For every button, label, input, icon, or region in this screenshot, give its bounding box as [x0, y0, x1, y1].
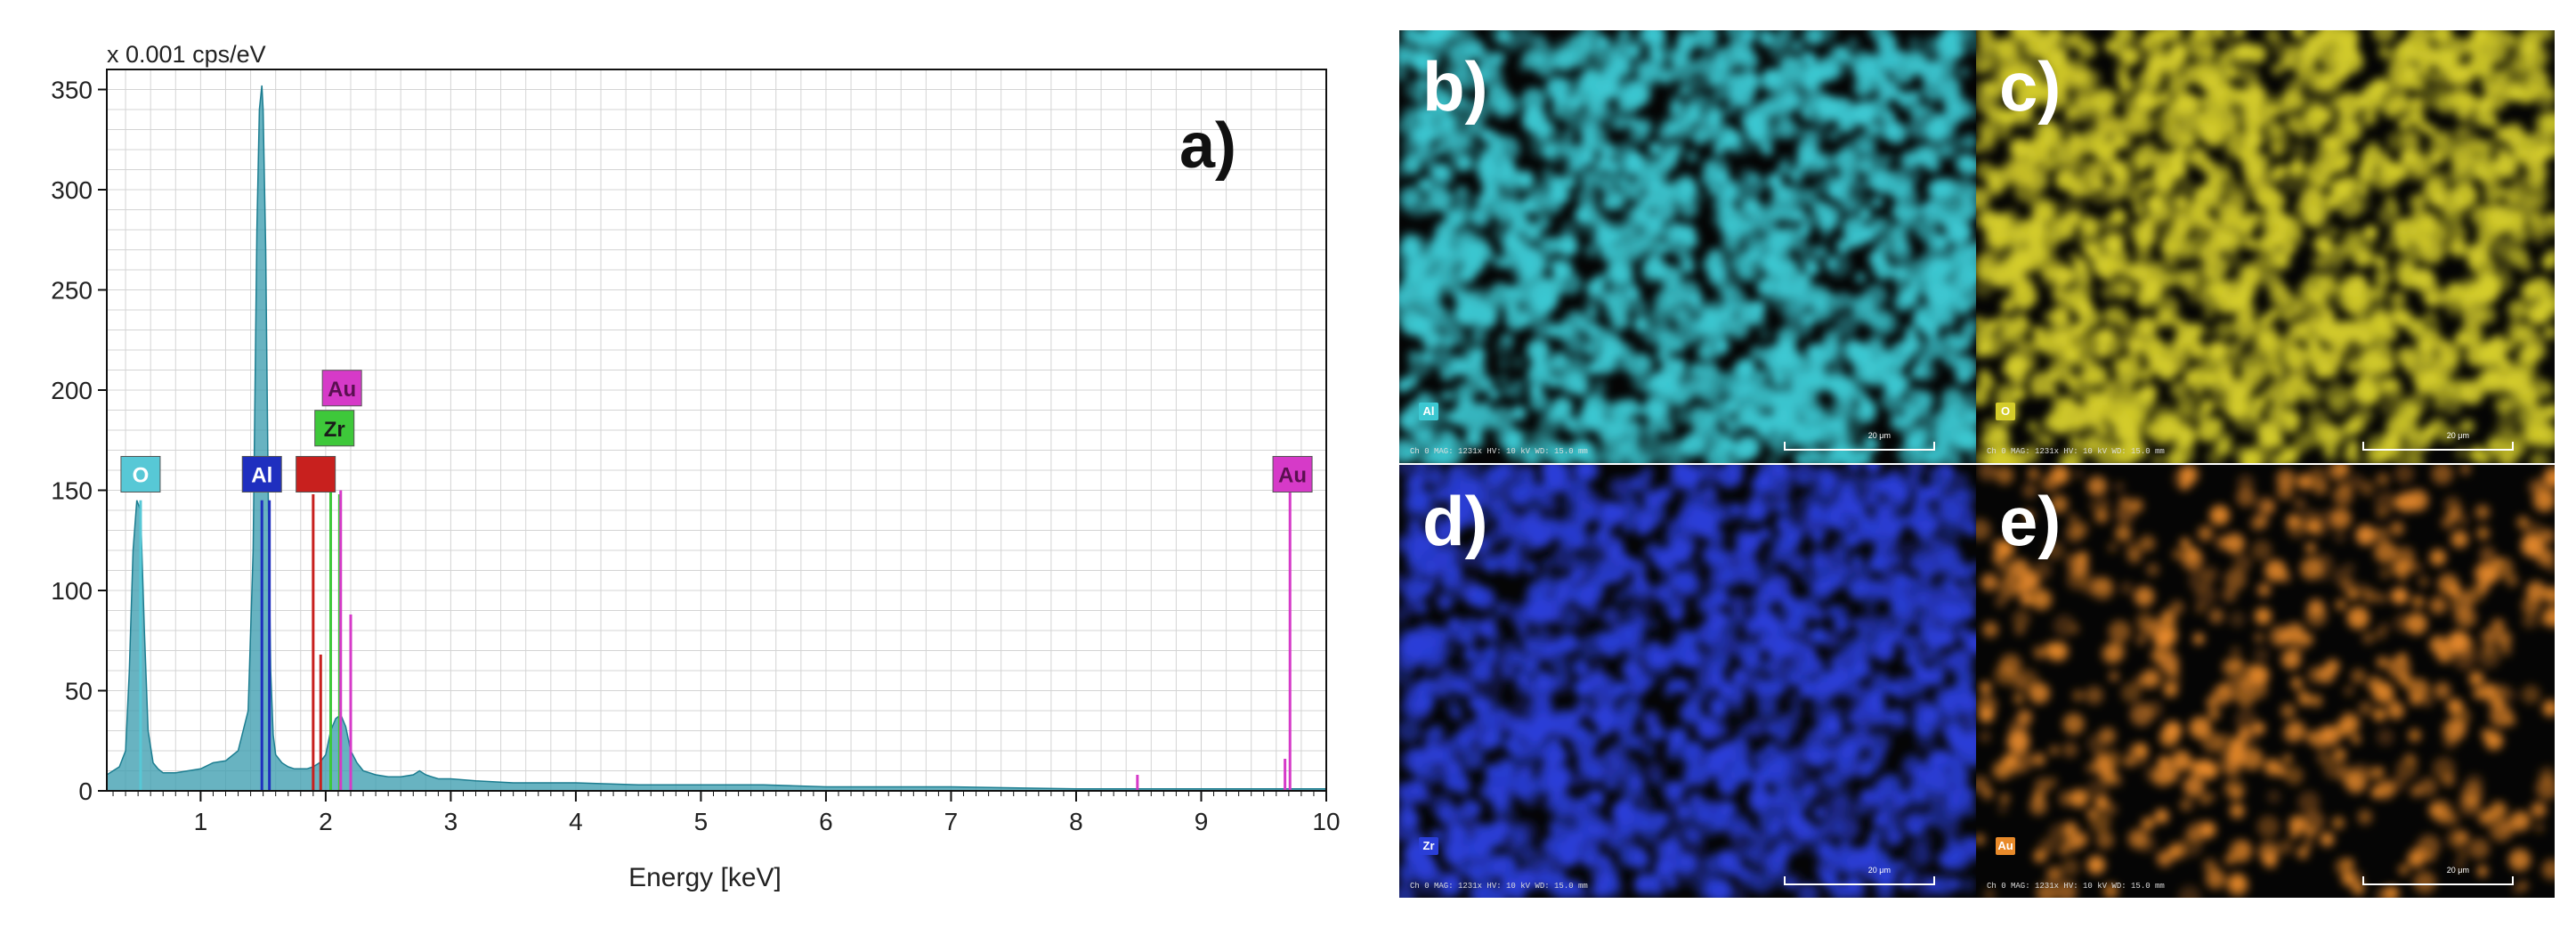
series-layer — [106, 85, 1327, 792]
map-tile-zr: d) Zr Ch 0 MAG: 1231x HV: 10 kV WD: 15.0… — [1399, 465, 1976, 898]
element-maps-panel: b) Al Ch 0 MAG: 1231x HV: 10 kV WD: 15.0… — [1399, 30, 2576, 921]
map-info-au: Ch 0 MAG: 1231x HV: 10 kV WD: 15.0 mm — [1987, 882, 2165, 891]
element-badge-al: Al — [1419, 403, 1438, 420]
grid-layer — [107, 69, 1327, 791]
element-badge-zr: Zr — [1419, 837, 1438, 855]
map-tile-al: b) Al Ch 0 MAG: 1231x HV: 10 kV WD: 15.0… — [1399, 30, 1976, 463]
y-tick-label: 200 — [51, 377, 93, 404]
x-tick-label: 7 — [944, 808, 959, 835]
x-tick-label: 6 — [819, 808, 833, 835]
eds-spectrum-panel: O Al Zr Au Au 0 50 100 150 200 250 300 350 1 2 3 4 5 6 7 8 9… — [51, 41, 1341, 892]
panel-label-b: b) — [1422, 47, 1488, 126]
element-tag — [296, 456, 336, 492]
x-tick-label: 9 — [1195, 808, 1209, 835]
scale-bar-au — [2362, 876, 2514, 885]
element-tag: O — [120, 456, 161, 492]
y-tick-label: 300 — [51, 176, 93, 204]
map-info-al: Ch 0 MAG: 1231x HV: 10 kV WD: 15.0 mm — [1410, 447, 1588, 456]
x-tick-label: 10 — [1312, 808, 1340, 835]
element-tag-label: Au — [1278, 464, 1307, 488]
scale-bar-zr — [1784, 876, 1935, 885]
panel-label-d: d) — [1422, 482, 1488, 560]
scale-bar-o — [2362, 442, 2514, 451]
scale-label-zr: 20 μm — [1867, 866, 1891, 875]
scale-label-o: 20 μm — [2446, 431, 2469, 440]
map-tile-o: c) O Ch 0 MAG: 1231x HV: 10 kV WD: 15.0 … — [1976, 30, 2555, 463]
y-axis-unit-label: x 0.001 cps/eV — [107, 41, 266, 68]
element-tag: Zr — [314, 410, 355, 447]
map-image-zr — [1399, 465, 1976, 898]
element-tag-box — [321, 370, 362, 407]
map-image-al — [1399, 30, 1976, 463]
element-tag-label: Au — [328, 378, 356, 402]
x-tick-label: 3 — [444, 808, 458, 835]
y-tick-label: 250 — [51, 277, 93, 305]
element-tag-box — [120, 456, 161, 492]
y-tick-label: 50 — [65, 678, 93, 705]
spectrum-series — [106, 85, 1327, 792]
plot-frame — [106, 69, 1327, 792]
map-speckles — [1976, 465, 2555, 898]
y-tick-label: 150 — [51, 477, 93, 505]
panel-label-c: c) — [1999, 47, 2062, 126]
y-tick-label: 100 — [51, 577, 93, 605]
element-badge-au: Au — [1996, 837, 2015, 855]
element-lines-layer — [139, 490, 1292, 791]
element-tags-layer: O Al Zr Au Au — [120, 370, 1313, 492]
eds-spectrum-chart: O Al Zr Au Au 0 50 100 150 200 250 300 350 1 2 3 4 5 6 7 8 9… — [51, 41, 1341, 892]
element-tag-box — [296, 456, 336, 492]
map-image-o — [1976, 30, 2555, 463]
element-tag-box — [1272, 456, 1313, 492]
map-image-au — [1976, 465, 2555, 898]
element-tag-label: Zr — [324, 418, 345, 442]
element-tag-box — [241, 456, 282, 492]
panel-label-e: e) — [1999, 482, 2062, 560]
scale-label-al: 20 μm — [1867, 431, 1891, 440]
scale-label-au: 20 μm — [2446, 866, 2469, 875]
x-tick-label: 5 — [694, 808, 709, 835]
x-axis-title: Energy [keV] — [628, 863, 782, 892]
y-tick-label: 0 — [78, 777, 93, 805]
panel-label-a: a) — [1179, 110, 1236, 182]
element-tag: Al — [241, 456, 282, 492]
axes-layer: 0 50 100 150 200 250 300 350 1 2 3 4 5 6 7 8 9 10 — [51, 69, 1341, 835]
element-tag-box — [314, 410, 355, 447]
map-info-o: Ch 0 MAG: 1231x HV: 10 kV WD: 15.0 mm — [1987, 447, 2165, 456]
map-info-zr: Ch 0 MAG: 1231x HV: 10 kV WD: 15.0 mm — [1410, 882, 1588, 891]
y-tick-label: 350 — [51, 77, 93, 104]
element-tag-label: Al — [251, 464, 272, 488]
x-tick-label: 8 — [1069, 808, 1083, 835]
x-tick-label: 2 — [319, 808, 333, 835]
map-tile-au: e) Au Ch 0 MAG: 1231x HV: 10 kV WD: 15.0… — [1976, 465, 2555, 898]
element-tag-label: O — [133, 464, 150, 488]
map-speckles — [1399, 465, 1976, 898]
x-tick-label: 4 — [569, 808, 583, 835]
element-badge-o: O — [1996, 403, 2015, 420]
x-tick-label: 1 — [194, 808, 208, 835]
element-tag: Au — [1272, 456, 1313, 492]
map-speckles — [1976, 30, 2555, 463]
scale-bar-al — [1784, 442, 1935, 451]
element-tag: Au — [321, 370, 362, 407]
